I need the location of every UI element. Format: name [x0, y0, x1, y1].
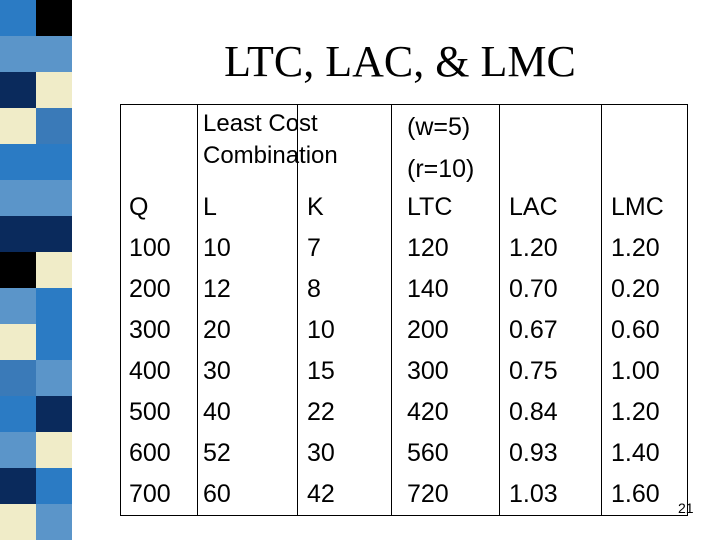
table-cell-lac: 0.93 — [509, 439, 558, 467]
stripe-square — [0, 72, 36, 108]
page-number: 21 — [678, 500, 694, 516]
table-cell-lmc: 1.60 — [611, 480, 660, 508]
stripe-square — [0, 396, 36, 432]
column-divider — [197, 105, 198, 515]
table-cell-l: 30 — [203, 357, 231, 385]
wage-header: (w=5) — [407, 113, 471, 141]
table-cell-lac: 0.67 — [509, 316, 558, 344]
table-cell-ltc: 300 — [407, 357, 449, 385]
stripe-square — [36, 504, 72, 540]
rental-rate-header: (r=10) — [407, 155, 475, 183]
stripe-square — [0, 36, 36, 72]
stripe-square — [0, 252, 36, 288]
column-header-lmc: LMC — [611, 193, 664, 221]
table-cell-k: 10 — [307, 316, 335, 344]
column-divider — [601, 105, 602, 515]
table-cell-lac: 0.84 — [509, 398, 558, 426]
table-cell-ltc: 140 — [407, 275, 449, 303]
stripe-square — [36, 108, 72, 144]
table-cell-q: 100 — [129, 234, 171, 262]
least-cost-header-line2: Combination — [203, 142, 338, 169]
table-cell-q: 500 — [129, 398, 171, 426]
decorative-stripe — [0, 0, 72, 540]
table-cell-l: 10 — [203, 234, 231, 262]
stripe-square — [0, 0, 36, 36]
table-cell-ltc: 560 — [407, 439, 449, 467]
column-header-q: Q — [129, 193, 149, 221]
stripe-square — [36, 180, 72, 216]
stripe-square — [36, 0, 72, 36]
column-header-lac: LAC — [509, 193, 558, 221]
least-cost-header-line1: Least Cost — [203, 110, 318, 137]
column-header-k: K — [307, 193, 324, 221]
table-cell-ltc: 200 — [407, 316, 449, 344]
stripe-square — [36, 216, 72, 252]
column-divider — [391, 105, 392, 515]
table-cell-lmc: 1.40 — [611, 439, 660, 467]
stripe-square — [0, 432, 36, 468]
stripe-square — [36, 432, 72, 468]
stripe-square — [0, 468, 36, 504]
stripe-square — [0, 108, 36, 144]
stripe-square — [0, 324, 36, 360]
stripe-square — [36, 252, 72, 288]
table-cell-q: 200 — [129, 275, 171, 303]
table-cell-l: 20 — [203, 316, 231, 344]
table-cell-q: 600 — [129, 439, 171, 467]
table-cell-lmc: 1.20 — [611, 398, 660, 426]
stripe-square — [36, 468, 72, 504]
stripe-square — [36, 324, 72, 360]
stripe-square — [36, 144, 72, 180]
table-cell-lac: 0.70 — [509, 275, 558, 303]
stripe-square — [0, 216, 36, 252]
slide-title: LTC, LAC, & LMC — [224, 37, 576, 86]
table-cell-lmc: 1.00 — [611, 357, 660, 385]
table-cell-lmc: 0.60 — [611, 316, 660, 344]
column-header-l: L — [203, 193, 217, 221]
table-cell-q: 700 — [129, 480, 171, 508]
table-cell-lac: 1.20 — [509, 234, 558, 262]
stripe-square — [36, 360, 72, 396]
stripe-square — [36, 396, 72, 432]
table-cell-l: 60 — [203, 480, 231, 508]
table-cell-q: 400 — [129, 357, 171, 385]
cost-table: Least Cost Combination (w=5) (r=10) Q L K L… — [120, 104, 688, 516]
table-cell-ltc: 720 — [407, 480, 449, 508]
stripe-square — [0, 504, 36, 540]
table-cell-q: 300 — [129, 316, 171, 344]
table-cell-k: 42 — [307, 480, 335, 508]
stripe-square — [36, 36, 72, 72]
table-cell-ltc: 120 — [407, 234, 449, 262]
table-cell-lmc: 0.20 — [611, 275, 660, 303]
stripe-square — [0, 288, 36, 324]
table-cell-l: 40 — [203, 398, 231, 426]
table-cell-lac: 1.03 — [509, 480, 558, 508]
column-header-ltc: LTC — [407, 193, 453, 221]
table-cell-k: 15 — [307, 357, 335, 385]
table-cell-k: 8 — [307, 275, 321, 303]
table-cell-k: 7 — [307, 234, 321, 262]
stripe-square — [0, 360, 36, 396]
table-cell-lmc: 1.20 — [611, 234, 660, 262]
table-cell-l: 12 — [203, 275, 231, 303]
stripe-square — [0, 144, 36, 180]
table-cell-ltc: 420 — [407, 398, 449, 426]
table-cell-lac: 0.75 — [509, 357, 558, 385]
table-cell-k: 22 — [307, 398, 335, 426]
stripe-square — [36, 72, 72, 108]
column-divider — [297, 105, 298, 515]
stripe-square — [0, 180, 36, 216]
table-cell-k: 30 — [307, 439, 335, 467]
stripe-square — [36, 288, 72, 324]
table-cell-l: 52 — [203, 439, 231, 467]
column-divider — [499, 105, 500, 515]
